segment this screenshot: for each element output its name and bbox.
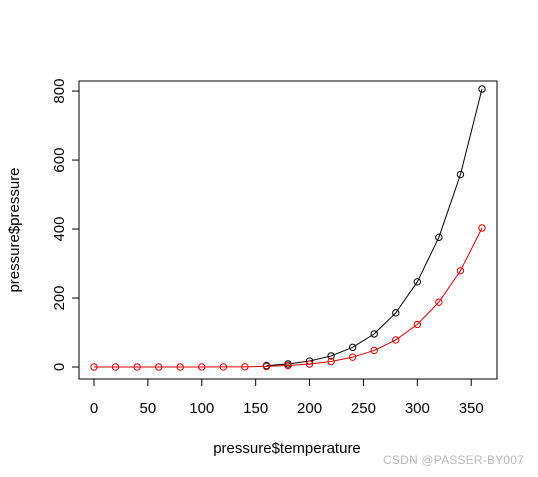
x-tick-label: 50 <box>140 400 157 417</box>
series-1-point <box>478 85 486 93</box>
x-axis: 0 50 100 150 200 250 300 350 <box>90 378 484 417</box>
series-2-point <box>305 360 314 368</box>
y-tick-label: 200 <box>51 286 68 311</box>
x-axis-title: pressure$temperature <box>213 440 361 457</box>
series-2-point <box>154 363 163 371</box>
series-2-point <box>284 361 292 370</box>
series-2-point <box>370 346 378 355</box>
series-1-point <box>456 170 465 179</box>
x-tick-label: 350 <box>459 400 484 417</box>
series-2-point <box>348 353 357 361</box>
series-1-point <box>413 278 422 286</box>
series-2-point <box>90 363 98 371</box>
series-1-line <box>266 88 483 367</box>
x-tick-label: 300 <box>405 400 430 417</box>
series-2-point <box>111 363 120 371</box>
series-2-point <box>219 363 228 371</box>
series-2-point <box>413 320 422 329</box>
y-axis-title: pressure$pressure <box>6 167 23 292</box>
x-tick-label: 250 <box>351 400 376 417</box>
series-2-point <box>456 267 465 275</box>
x-tick-label: 150 <box>243 400 268 417</box>
plot-frame <box>78 80 498 380</box>
y-tick-label: 0 <box>51 363 68 371</box>
y-tick-label: 600 <box>51 148 68 173</box>
series-1-point <box>370 330 378 338</box>
y-tick-label: 800 <box>51 79 68 104</box>
y-tick-label: 400 <box>51 217 68 242</box>
series-2-point <box>176 363 184 371</box>
x-tick-label: 0 <box>90 400 98 417</box>
x-tick-label: 100 <box>189 400 214 417</box>
series-2-point <box>327 357 335 366</box>
series-1-point <box>392 309 400 317</box>
series-1-point <box>348 343 357 352</box>
series-2-point <box>133 363 141 371</box>
series-2-point <box>478 224 486 232</box>
series-1-point <box>435 233 443 242</box>
series-2-point <box>241 363 249 371</box>
series-2-point <box>392 336 400 344</box>
y-axis: 0 200 400 600 800 <box>51 79 80 371</box>
series-2-point <box>262 362 271 371</box>
series-2-point <box>198 363 206 371</box>
series-2-line <box>94 227 483 368</box>
x-tick-label: 200 <box>297 400 322 417</box>
series-2-point <box>435 298 443 306</box>
series-layer <box>90 85 486 371</box>
series-1-point <box>327 352 335 360</box>
watermark: CSDN @PASSER-BY007 <box>383 453 524 467</box>
